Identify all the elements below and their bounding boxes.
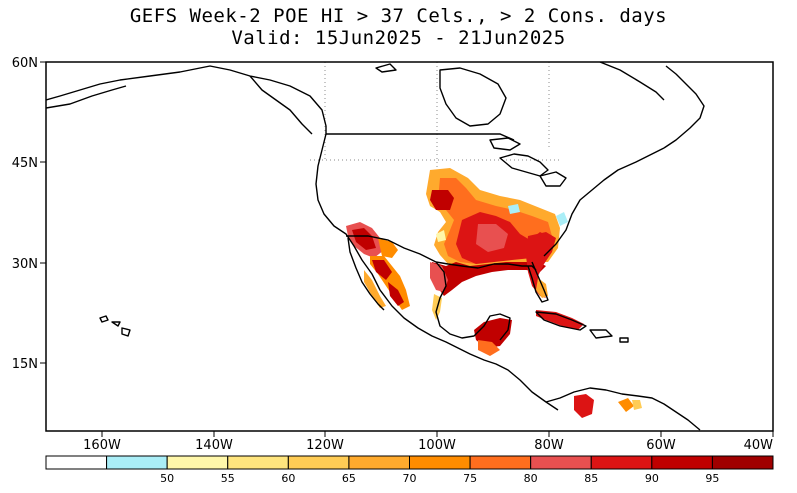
colorbar-label: 90: [645, 472, 659, 485]
colorbar-label: 75: [463, 472, 477, 485]
hotspot-venezuela: [574, 394, 594, 418]
colorbar-bin: [469, 455, 532, 470]
lon-tick-80w: 80W: [534, 438, 564, 453]
colorbar-bin: [287, 455, 350, 470]
colorbar: 50 55 60 65 70 75 80 85 90 95: [45, 455, 774, 485]
colorbar-bin: [348, 455, 410, 470]
hotspot-cuba: [536, 310, 584, 330]
colorbar-label: 50: [160, 472, 174, 485]
colorbar-bin: [166, 455, 229, 470]
colorbar-label: 70: [403, 472, 417, 485]
colorbar-label: 65: [342, 472, 356, 485]
borders: [326, 133, 515, 263]
lat-tick-30n: 30N: [12, 257, 38, 272]
colorbar-bin: [711, 455, 774, 470]
lon-tick-120w: 120W: [306, 438, 344, 453]
colorbar-bin: [651, 455, 713, 470]
colorbar-bin: [530, 455, 592, 470]
probability-shading: [346, 168, 642, 418]
lat-tick-15n: 15N: [12, 357, 38, 372]
valid-period: Valid: 15Jun2025 - 21Jun2025: [231, 27, 566, 49]
lat-tick-45n: 45N: [12, 156, 38, 171]
coastlines: [46, 62, 705, 431]
lon-tick-100w: 100W: [418, 438, 456, 453]
us-mexico-border: [346, 235, 437, 263]
lon-axis: 160W 140W 120W 100W 80W 60W 40W: [83, 431, 774, 453]
lon-tick-160w: 160W: [83, 438, 121, 453]
gridlines: [310, 62, 560, 170]
colorbar-bin: [409, 455, 471, 470]
map-frame: [45, 61, 774, 432]
colorbar-label: 60: [281, 472, 295, 485]
us-canada-border: [326, 133, 515, 141]
lon-tick-40w: 40W: [744, 438, 774, 453]
colorbar-label: 80: [524, 472, 538, 485]
colorbar-label: 95: [705, 472, 719, 485]
colorbar-bin: [227, 455, 289, 470]
map-title: GEFS Week-2 POE HI > 37 Cels., > 2 Cons.…: [129, 5, 668, 27]
hotspot-gulf-coast: [432, 262, 546, 296]
lat-axis: 60N 45N 30N 15N: [12, 56, 46, 372]
lon-tick-60w: 60W: [646, 438, 676, 453]
colorbar-bin: [45, 455, 108, 470]
lat-tick-60n: 60N: [12, 56, 38, 71]
colorbar-bin: [106, 455, 168, 470]
colorbar-bin: [590, 455, 653, 470]
colorbar-label: 55: [221, 472, 235, 485]
colorbar-label: 85: [584, 472, 598, 485]
lon-tick-140w: 140W: [195, 438, 233, 453]
